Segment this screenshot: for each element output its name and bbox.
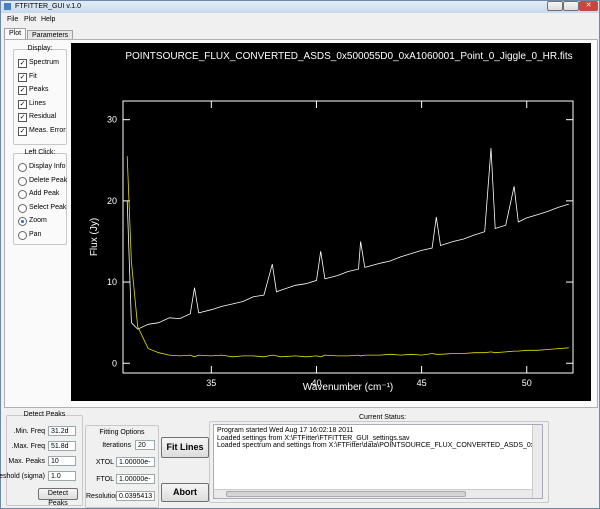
maximize-button[interactable] (563, 1, 579, 11)
y-tick-label: 20 (107, 196, 117, 206)
field-label: XTOL (95, 459, 114, 466)
radio-label: Delete Peak (29, 176, 68, 184)
status-line: Program started Wed Aug 17 16:02:18 2011 (217, 427, 354, 434)
action-buttons: Fit Lines Abort (161, 437, 209, 503)
text-input[interactable]: 51.8d (48, 441, 76, 451)
checkbox-label: Meas. Error (29, 127, 66, 134)
checkbox-label: Residual (29, 113, 57, 121)
group-title: Fitting Options (99, 429, 145, 436)
menu-item[interactable]: Help (41, 16, 56, 23)
checkbox[interactable]: ✓ (18, 59, 27, 68)
status-line: Loaded settings from X:\FTFitter\FTFITTE… (217, 434, 410, 442)
scrollbar-thumb[interactable] (226, 491, 466, 497)
text-input[interactable]: 1.00000e-010 (116, 457, 155, 467)
field-label: Resolution (86, 493, 120, 500)
menu-item[interactable]: Plot (24, 16, 37, 23)
checkbox[interactable]: ✓ (18, 72, 27, 82)
minimize-button[interactable] (547, 1, 563, 11)
radio-dot (21, 220, 24, 224)
field-label: Max. Peaks (8, 458, 45, 465)
text-input[interactable]: 1.0 (48, 471, 76, 481)
y-tick-label: 0 (112, 358, 117, 368)
x-tick-label: 45 (417, 378, 427, 388)
group-title: Display: (27, 45, 53, 52)
radio-button[interactable] (18, 163, 27, 172)
radio-label: Pan (29, 231, 42, 238)
radio-button[interactable] (18, 231, 27, 240)
x-tick-label: 50 (522, 378, 532, 388)
title-bar (1, 1, 599, 13)
checkbox[interactable]: ✓ (18, 86, 27, 96)
radio-label: Display Info (29, 163, 66, 170)
field-label: FTOL (96, 476, 114, 483)
radio-button[interactable] (18, 176, 27, 186)
fitting-options-group: Fitting Options Iterations 20 XTOL 1.00000e-… (85, 425, 159, 508)
status-group (209, 421, 549, 503)
vertical-scrollbar[interactable] (532, 425, 542, 498)
text-input[interactable]: 20 (135, 440, 155, 450)
plot-frame (122, 100, 574, 374)
x-axis-label: Wavenumber (cm⁻¹) (303, 382, 393, 393)
detect-peaks-group: Detect Peaks Min. Freq. 31.2d Max. Freq. 51.… (0, 411, 83, 507)
text-input[interactable]: 31.2d (48, 426, 76, 436)
plot-background (71, 43, 591, 401)
menu-item[interactable]: File (7, 16, 19, 23)
x-tick-label: 40 (311, 378, 321, 388)
y-tick-label: 30 (107, 115, 117, 125)
status-title: Current Status: (357, 414, 409, 421)
radio-button[interactable] (18, 203, 27, 213)
y-axis-label: Flux (Jy) (89, 218, 100, 256)
checkbox-label: Spectrum (29, 59, 59, 66)
display-group: Display: ✓ Spectrum ✓ Fit ✓ Peaks ✓ Lines ✓ Residu… (13, 45, 67, 145)
radio-label: Select Peak (29, 203, 67, 211)
radio-label: Add Peak (29, 190, 60, 198)
radio-label: Zoom (29, 217, 47, 225)
field-label: Iterations (102, 442, 131, 449)
app-icon (4, 3, 11, 10)
action-button[interactable]: Fit Lines (161, 437, 209, 458)
status-line: Loaded spectrum and settings from X:\FTF… (217, 442, 543, 449)
left-click-group: Left Click: Display Info Delete Peak Add Pe… (13, 149, 68, 245)
status-text-area: Program started Wed Aug 17 16:02:18 2011… (213, 424, 543, 499)
series-line (126, 148, 569, 330)
checkbox[interactable]: ✓ (18, 127, 27, 136)
series-line (126, 156, 569, 358)
field-label: Max. Freq. (11, 443, 45, 450)
text-input[interactable]: 10 (48, 456, 76, 466)
plot: POINTSOURCE_FLUX_CONVERTED_ASDS_0x500055… (71, 43, 591, 401)
action-button[interactable]: Abort (161, 483, 209, 502)
radio-button[interactable] (18, 190, 27, 200)
group-title: Left Click: (24, 149, 56, 156)
text-input[interactable]: 0.0395413 (116, 491, 155, 501)
tab[interactable]: Plot (4, 28, 27, 42)
checkbox-label: Peaks (29, 86, 49, 94)
checkbox[interactable]: ✓ (18, 99, 27, 109)
group-title: Detect Peaks (23, 411, 66, 418)
x-tick-label: 35 (206, 378, 216, 388)
checkbox-label: Lines (29, 99, 46, 107)
field-label: Threshold (sigma) (0, 473, 45, 480)
window-title: FTFITTER_GUI v.1.0 (15, 3, 81, 10)
text-input[interactable]: 1.00000e-010 (116, 474, 155, 484)
y-tick-label: 10 (107, 277, 117, 287)
radio-button[interactable] (18, 217, 27, 227)
chart-title: POINTSOURCE_FLUX_CONVERTED_ASDS_0x500055… (125, 51, 572, 62)
checkbox-label: Fit (29, 72, 37, 80)
menu-bar: File Plot Help (1, 14, 599, 25)
detect-peaks-button[interactable]: Detect Peaks (38, 488, 78, 507)
close-button[interactable]: ✕ (579, 1, 598, 11)
field-label: Min. Freq. (13, 428, 45, 435)
checkbox[interactable]: ✓ (18, 113, 27, 123)
